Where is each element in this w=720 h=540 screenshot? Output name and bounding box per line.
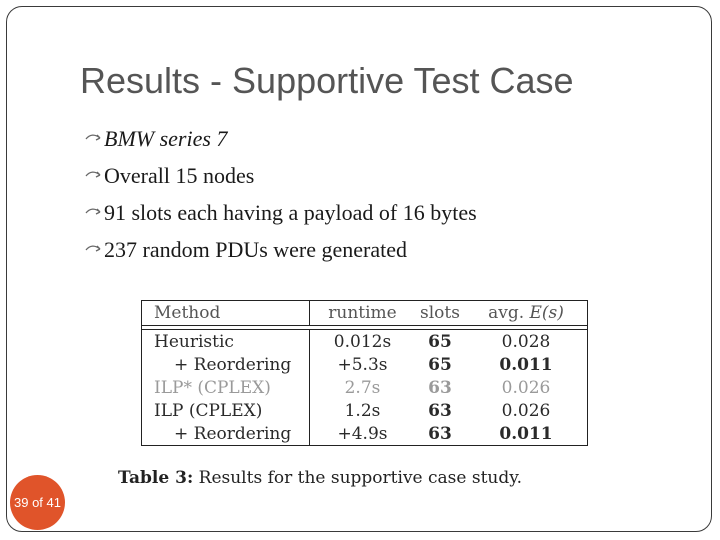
table-header: Method runtime slots avg. E(s) — [142, 301, 587, 326]
bullet-item: Overall 15 nodes — [84, 157, 477, 194]
cell-avg: 0.026 — [501, 400, 551, 421]
cell-method: + Reordering — [174, 354, 292, 375]
cell-method: ILP (CPLEX) — [142, 399, 310, 422]
table-row: ILP (CPLEX) 1.2s 63 0.026 — [142, 399, 587, 422]
header-avg-expr: E(s) — [529, 303, 564, 323]
bullet-text: Overall 15 nodes — [104, 162, 255, 188]
cell-slots: 65 — [428, 331, 452, 352]
bullet-text: BMW series 7 — [104, 125, 228, 151]
bullet-text: 91 slots each having a payload of 16 byt… — [104, 199, 477, 225]
results-table: Method runtime slots avg. E(s) Heuristic… — [141, 300, 588, 446]
cell-avg: 0.011 — [499, 423, 553, 444]
table-row: + Reordering +4.9s 63 0.011 — [142, 422, 587, 445]
bullet-item: 237 random PDUs were generated — [84, 231, 477, 268]
cell-method: Heuristic — [142, 330, 310, 353]
cell-runtime: 0.012s — [333, 331, 392, 352]
slide-frame — [6, 6, 712, 532]
bullet-list: BMW series 7 Overall 15 nodes 91 slots e… — [84, 120, 477, 268]
arrow-bullet-icon — [85, 207, 101, 215]
cell-runtime: +5.3s — [337, 354, 388, 375]
table-caption: Table 3: Results for the supportive case… — [118, 468, 522, 488]
table-row: + Reordering +5.3s 65 0.011 — [142, 353, 587, 376]
bullet-text: 237 random PDUs were generated — [104, 236, 408, 262]
header-avg: avg. E(s) — [465, 303, 587, 323]
header-separator — [142, 326, 587, 330]
header-avg-prefix: avg. — [488, 303, 530, 323]
header-slots: slots — [420, 303, 460, 323]
page-number-badge: 39 of 41 — [10, 475, 65, 530]
cell-method: + Reordering — [174, 423, 292, 444]
cell-slots: 63 — [428, 377, 452, 398]
cell-slots: 63 — [428, 423, 452, 444]
cell-method: ILP* (CPLEX) — [142, 376, 310, 399]
cell-avg: 0.028 — [501, 331, 551, 352]
bullet-item: BMW series 7 — [84, 120, 477, 157]
cell-avg: 0.011 — [499, 354, 553, 375]
cell-runtime: 2.7s — [344, 377, 381, 398]
header-runtime: runtime — [328, 303, 397, 323]
arrow-bullet-icon — [85, 244, 101, 252]
caption-label: Table 3: — [118, 468, 194, 488]
table-row: ILP* (CPLEX) 2.7s 63 0.026 — [142, 376, 587, 399]
cell-avg: 0.026 — [501, 377, 551, 398]
slide-title: Results - Supportive Test Case — [80, 60, 574, 101]
arrow-bullet-icon — [85, 170, 101, 178]
cell-runtime: 1.2s — [344, 400, 381, 421]
cell-slots: 63 — [428, 400, 452, 421]
bullet-item: 91 slots each having a payload of 16 byt… — [84, 194, 477, 231]
table-row: Heuristic 0.012s 65 0.028 — [142, 330, 587, 353]
cell-slots: 65 — [428, 354, 452, 375]
header-method: Method — [142, 301, 310, 325]
arrow-bullet-icon — [85, 133, 101, 141]
caption-text: Results for the supportive case study. — [198, 468, 522, 488]
cell-runtime: +4.9s — [337, 423, 388, 444]
